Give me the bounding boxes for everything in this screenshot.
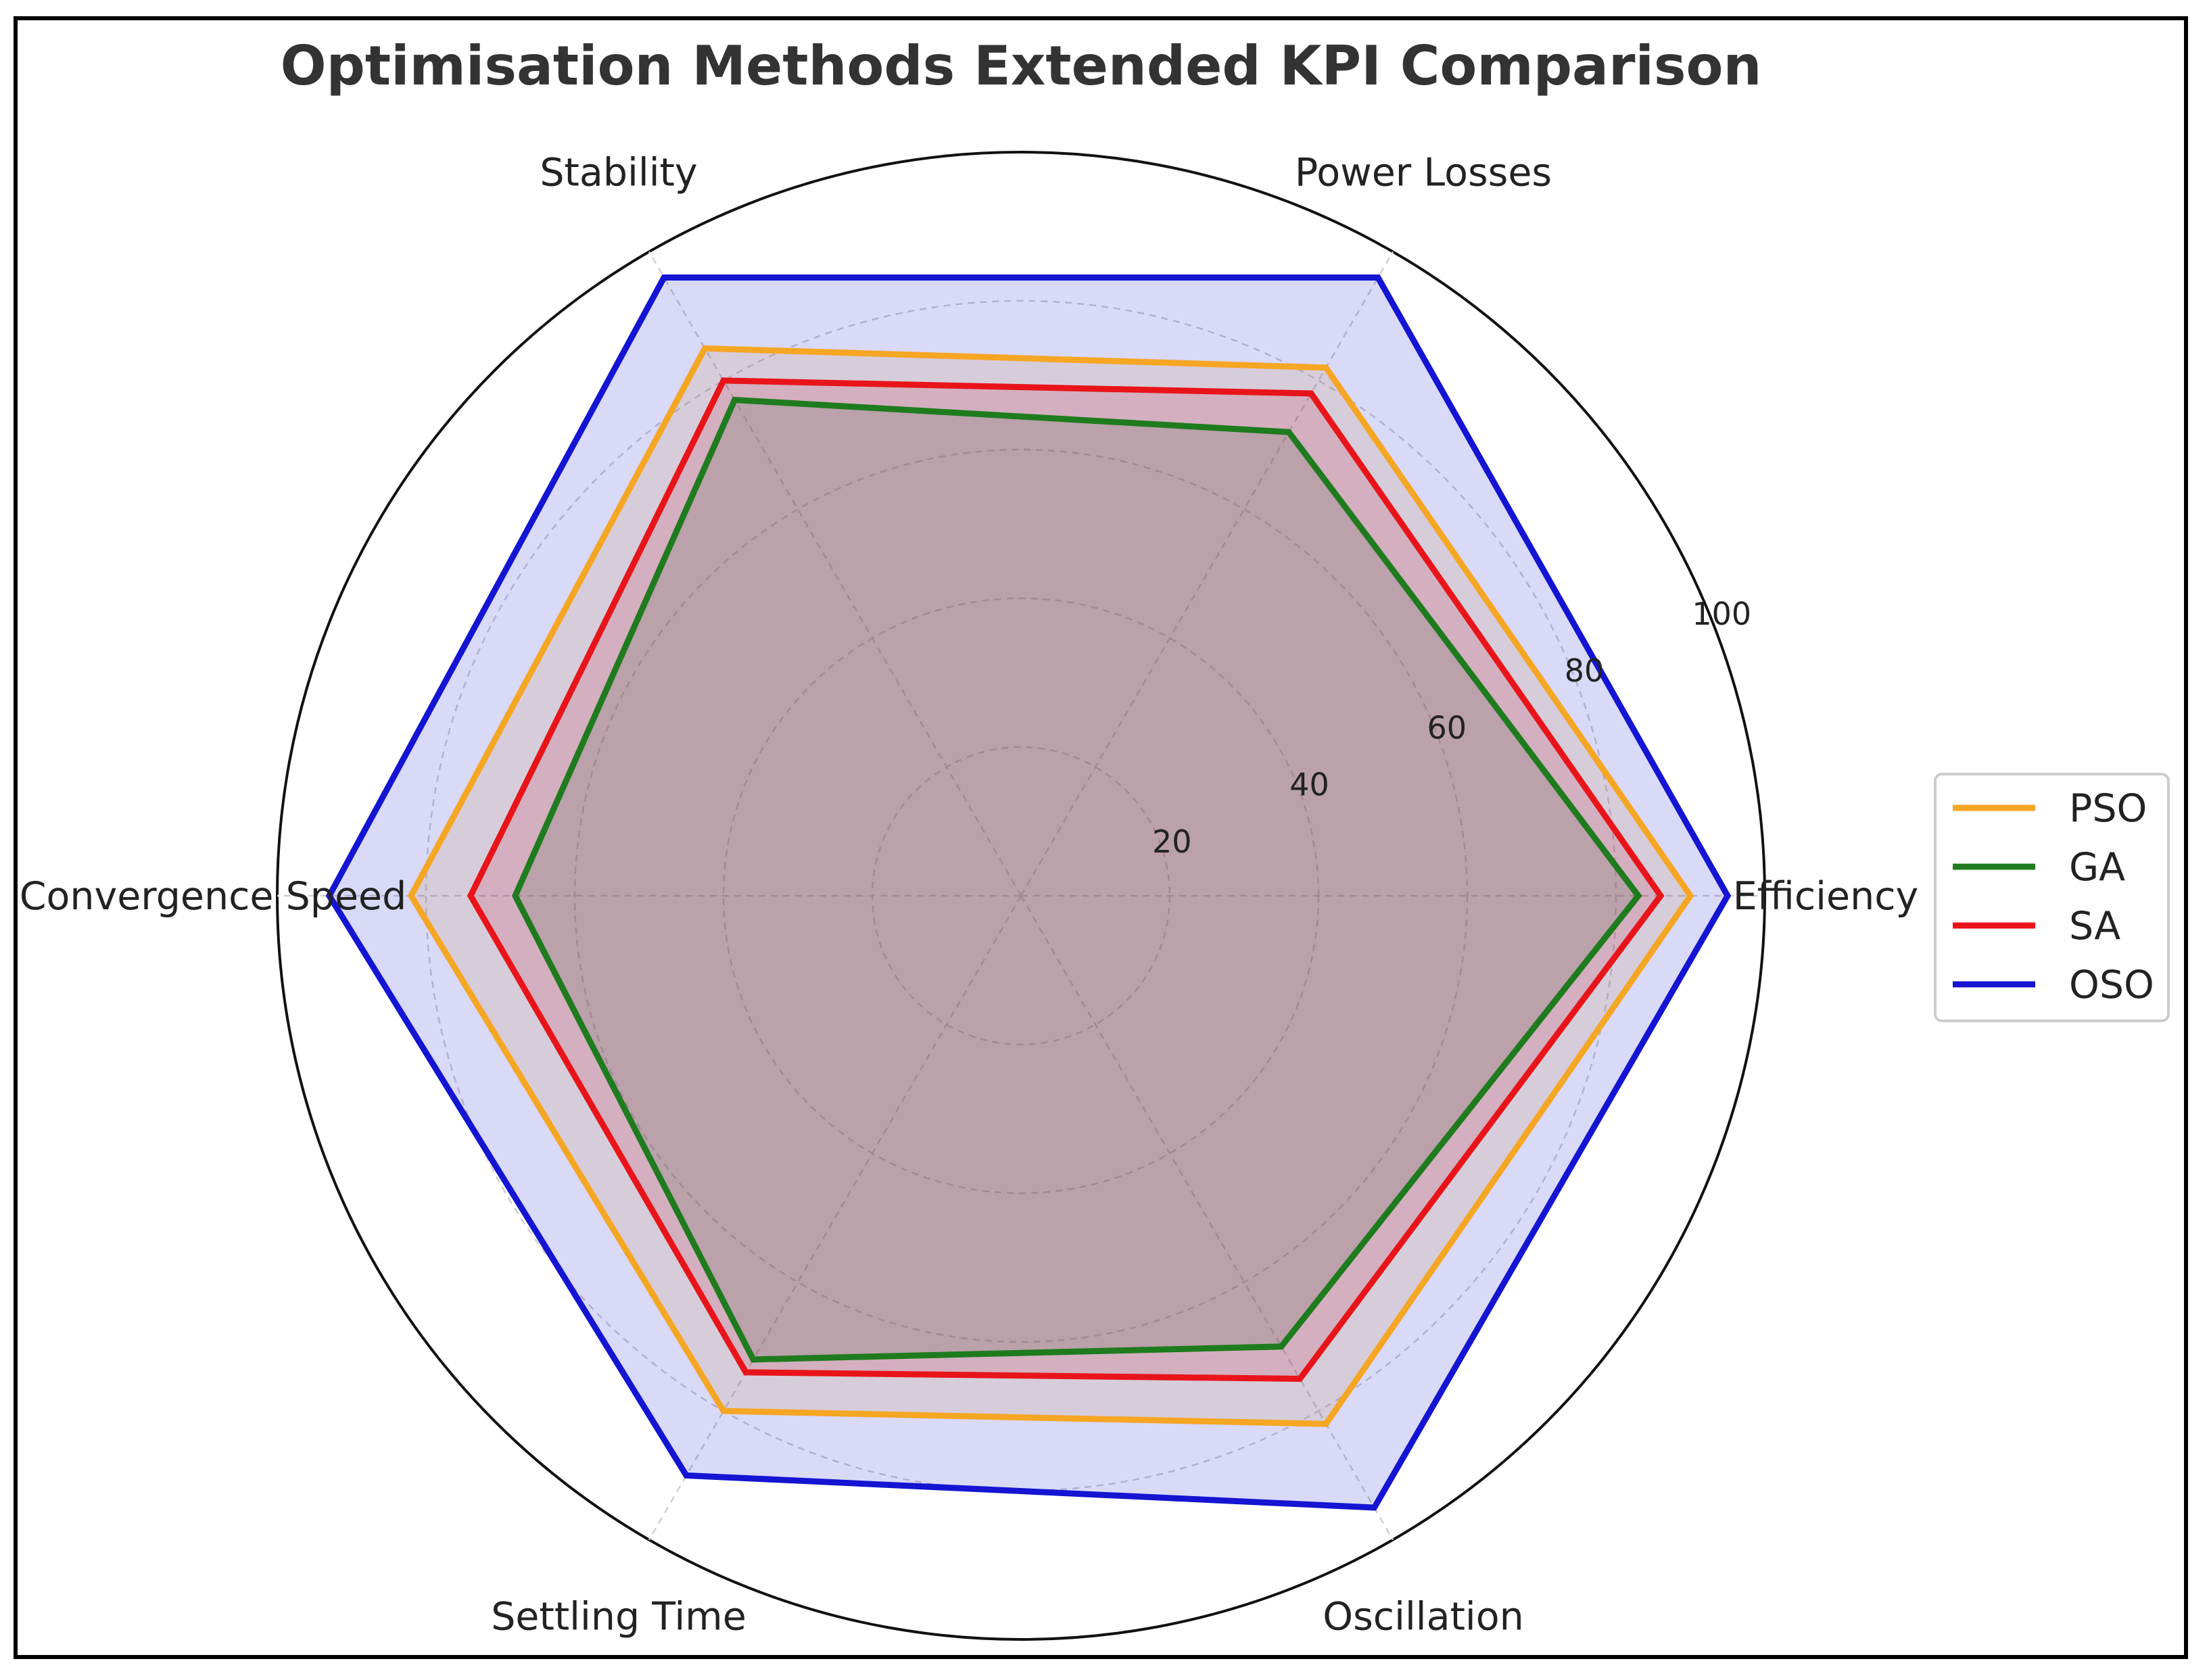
tick-label-40: 40 <box>1289 767 1329 803</box>
radar-grid <box>276 151 1766 1641</box>
grid-ring-80 <box>425 299 1617 1492</box>
tick-label-20: 20 <box>1152 823 1192 860</box>
series-fill-ga <box>515 400 1638 1360</box>
category-label-settling-time: Settling Time <box>491 1595 746 1639</box>
spoke-1 <box>1020 251 1394 896</box>
legend-label-pso: PSO <box>2069 786 2147 831</box>
chart-title: Optimisation Methods Extended KPI Compar… <box>281 34 1762 97</box>
spoke-5 <box>1020 895 1394 1541</box>
series-fill-sa <box>471 380 1661 1379</box>
tick-label-60: 60 <box>1427 709 1467 746</box>
legend-label-sa: SA <box>2069 904 2120 949</box>
series-fill-pso <box>411 348 1690 1424</box>
legend-label-ga: GA <box>2069 845 2125 890</box>
legend: PSO GA SA OSO <box>1934 773 2170 1022</box>
category-label-efficiency: Efficiency <box>1733 874 1919 919</box>
series-line-oso <box>325 274 1732 1511</box>
legend-box <box>1934 773 2170 1022</box>
radar-series <box>325 274 1732 1511</box>
category-label-stability: Stability <box>540 150 697 195</box>
series-line-pso <box>407 345 1694 1427</box>
radial-tick-labels: 20 40 60 80 100 <box>1152 596 1751 860</box>
series-line-sa <box>467 377 1665 1383</box>
grid-ring-60 <box>573 448 1469 1343</box>
figure-frame <box>14 16 2188 1659</box>
category-label-oscillation: Oscillation <box>1323 1595 1524 1639</box>
category-label-power-losses: Power Losses <box>1295 150 1552 195</box>
spoke-2 <box>648 251 1022 896</box>
legend-label-oso: OSO <box>2069 963 2154 1007</box>
series-line-ga <box>512 396 1642 1363</box>
category-labels: Efficiency Power Losses Stability Convergen… <box>20 150 1919 1639</box>
tick-label-80: 80 <box>1565 652 1605 689</box>
spoke-4 <box>648 895 1022 1541</box>
series-fill-oso <box>329 277 1728 1508</box>
tick-label-100: 100 <box>1692 596 1751 632</box>
category-label-convergence-speed: Convergence Speed <box>20 874 407 919</box>
